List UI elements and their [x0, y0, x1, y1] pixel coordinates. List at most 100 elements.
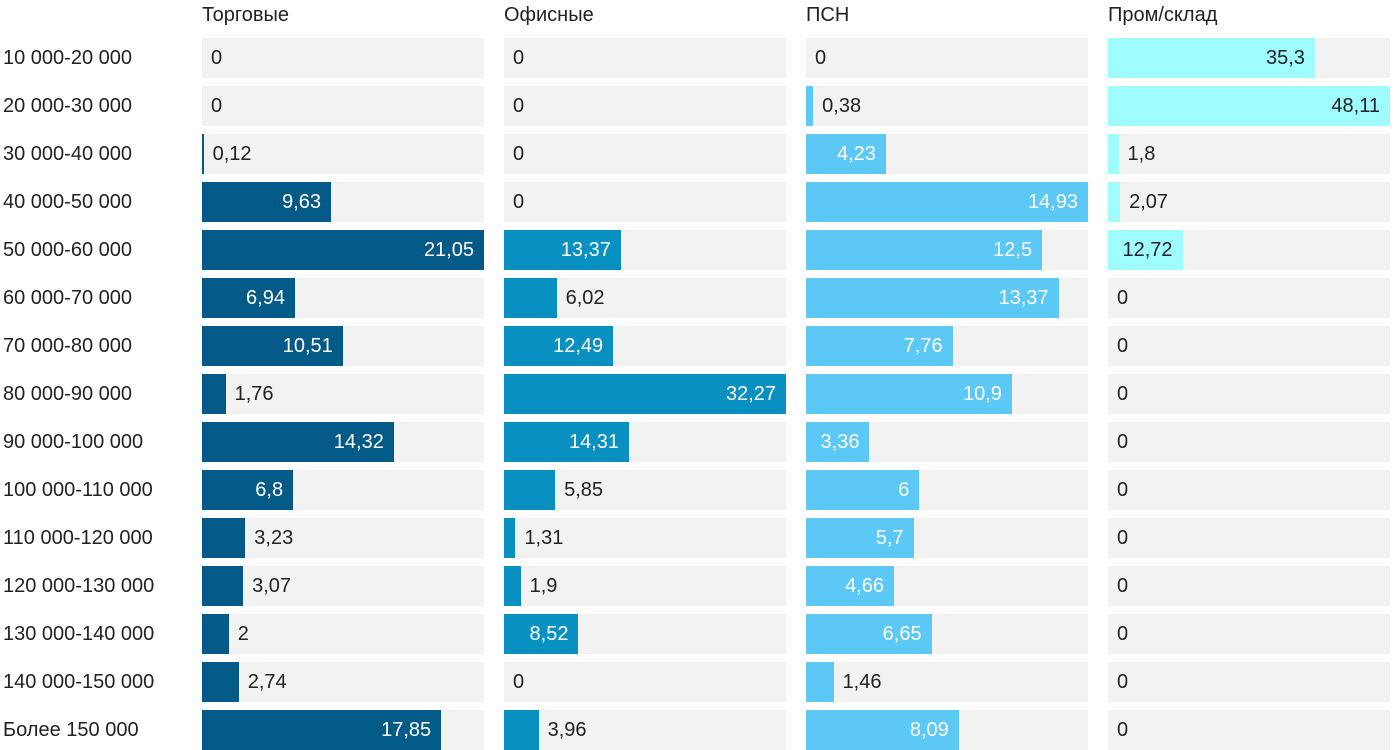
bar-track: 5,7: [806, 518, 1088, 558]
value-label: 4,23: [836, 143, 876, 165]
value-label: 0: [1117, 575, 1129, 597]
bar-track: 0: [1108, 566, 1390, 606]
value-label: 32,27: [725, 383, 776, 405]
bar-track: 0: [504, 134, 786, 174]
value-label: 1,9: [529, 575, 558, 597]
bar: [202, 422, 394, 462]
value-label: 35,3: [1265, 47, 1305, 69]
bar: [504, 230, 621, 270]
value-label: 5,85: [564, 479, 604, 501]
bar: [1108, 86, 1390, 126]
bar-track: 2,74: [202, 662, 484, 702]
value-label: 3,36: [820, 431, 860, 453]
bar: [806, 614, 932, 654]
bar: [806, 710, 959, 750]
bar: [202, 662, 239, 702]
bar: [1108, 38, 1315, 78]
value-label: 17,85: [381, 719, 432, 741]
bar: [202, 614, 229, 654]
bar-track: 0: [1108, 710, 1390, 750]
bar: [806, 662, 834, 702]
category-label: 20 000-30 000: [3, 95, 133, 117]
value-label: 6: [898, 479, 910, 501]
bar-track: 0: [1108, 518, 1390, 558]
bar-track: 6: [806, 470, 1088, 510]
value-label: 0: [1117, 719, 1129, 741]
value-label: 0: [1117, 383, 1129, 405]
bar-track: 48,11: [1108, 86, 1390, 126]
value-label: 10,9: [962, 383, 1002, 405]
bar-track: 1,9: [504, 566, 786, 606]
category-label: 100 000-110 000: [3, 479, 153, 501]
bar: [504, 326, 614, 366]
value-label: 0: [211, 47, 223, 69]
value-label: 0,38: [822, 95, 862, 117]
value-label: 12,72: [1122, 239, 1173, 261]
bar-track: 6,02: [504, 278, 786, 318]
value-label: 4,66: [845, 575, 885, 597]
value-label: 6,8: [255, 479, 284, 501]
value-label: 2,74: [247, 671, 287, 693]
category-label: 30 000-40 000: [3, 143, 133, 165]
value-label: 12,49: [553, 335, 604, 357]
value-label: 0: [1117, 287, 1129, 309]
bar-track: 0: [202, 86, 484, 126]
bar-track: 3,36: [806, 422, 1088, 462]
bar: [806, 518, 914, 558]
category-label: 70 000-80 000: [3, 335, 133, 357]
bar: [202, 278, 295, 318]
category-label: Более 150 000: [3, 719, 139, 741]
value-label: 48,11: [1331, 95, 1380, 117]
bar-track: 8,09: [806, 710, 1088, 750]
value-label: 13,37: [998, 287, 1049, 309]
value-label: 1,46: [842, 671, 882, 693]
value-label: 3,23: [254, 527, 294, 549]
bar-track: 14,32: [202, 422, 484, 462]
bar-track: 3,23: [202, 518, 484, 558]
bar-track: 1,31: [504, 518, 786, 558]
value-label: 9,63: [282, 191, 322, 213]
category-label: 60 000-70 000: [3, 287, 133, 309]
panel-title: Торговые: [202, 4, 290, 26]
value-label: 21,05: [423, 239, 474, 261]
value-label: 2: [237, 623, 249, 645]
value-label: 0: [1117, 527, 1129, 549]
bar: [806, 182, 1088, 222]
value-label: 12,5: [993, 239, 1033, 261]
value-label: 1,8: [1127, 143, 1156, 165]
bar-track: 7,76: [806, 326, 1088, 366]
bar-track: 3,07: [202, 566, 484, 606]
bar-track: 10,9: [806, 374, 1088, 414]
value-label: 0: [1117, 671, 1129, 693]
category-label: 140 000-150 000: [3, 671, 155, 693]
bar-track: 0: [504, 662, 786, 702]
value-label: 1,76: [234, 383, 274, 405]
bar-track: 0: [1108, 470, 1390, 510]
value-label: 5,7: [875, 527, 904, 549]
bar-track: 6,94: [202, 278, 484, 318]
category-label: 50 000-60 000: [3, 239, 133, 261]
bar: [202, 134, 204, 174]
bar-track: 0: [504, 86, 786, 126]
bar: [806, 326, 953, 366]
bar-track: 1,76: [202, 374, 484, 414]
bar-track: 14,93: [806, 182, 1088, 222]
value-label: 8,09: [909, 719, 949, 741]
category-label: 120 000-130 000: [3, 575, 155, 597]
value-label: 0: [211, 95, 223, 117]
bar-track: 0: [1108, 278, 1390, 318]
value-label: 0: [815, 47, 827, 69]
bar-track: 12,72: [1108, 230, 1390, 270]
bar-track: 35,3: [1108, 38, 1390, 78]
bar: [202, 470, 294, 510]
bar-track: 0: [504, 182, 786, 222]
value-label: 0: [513, 95, 525, 117]
bar: [504, 710, 539, 750]
value-label: 6,65: [882, 623, 922, 645]
bar: [202, 230, 484, 270]
bar: [504, 566, 521, 606]
bar-track: 12,49: [504, 326, 786, 366]
value-label: 2,07: [1129, 191, 1169, 213]
bar-track: 4,66: [806, 566, 1088, 606]
bar: [806, 230, 1043, 270]
